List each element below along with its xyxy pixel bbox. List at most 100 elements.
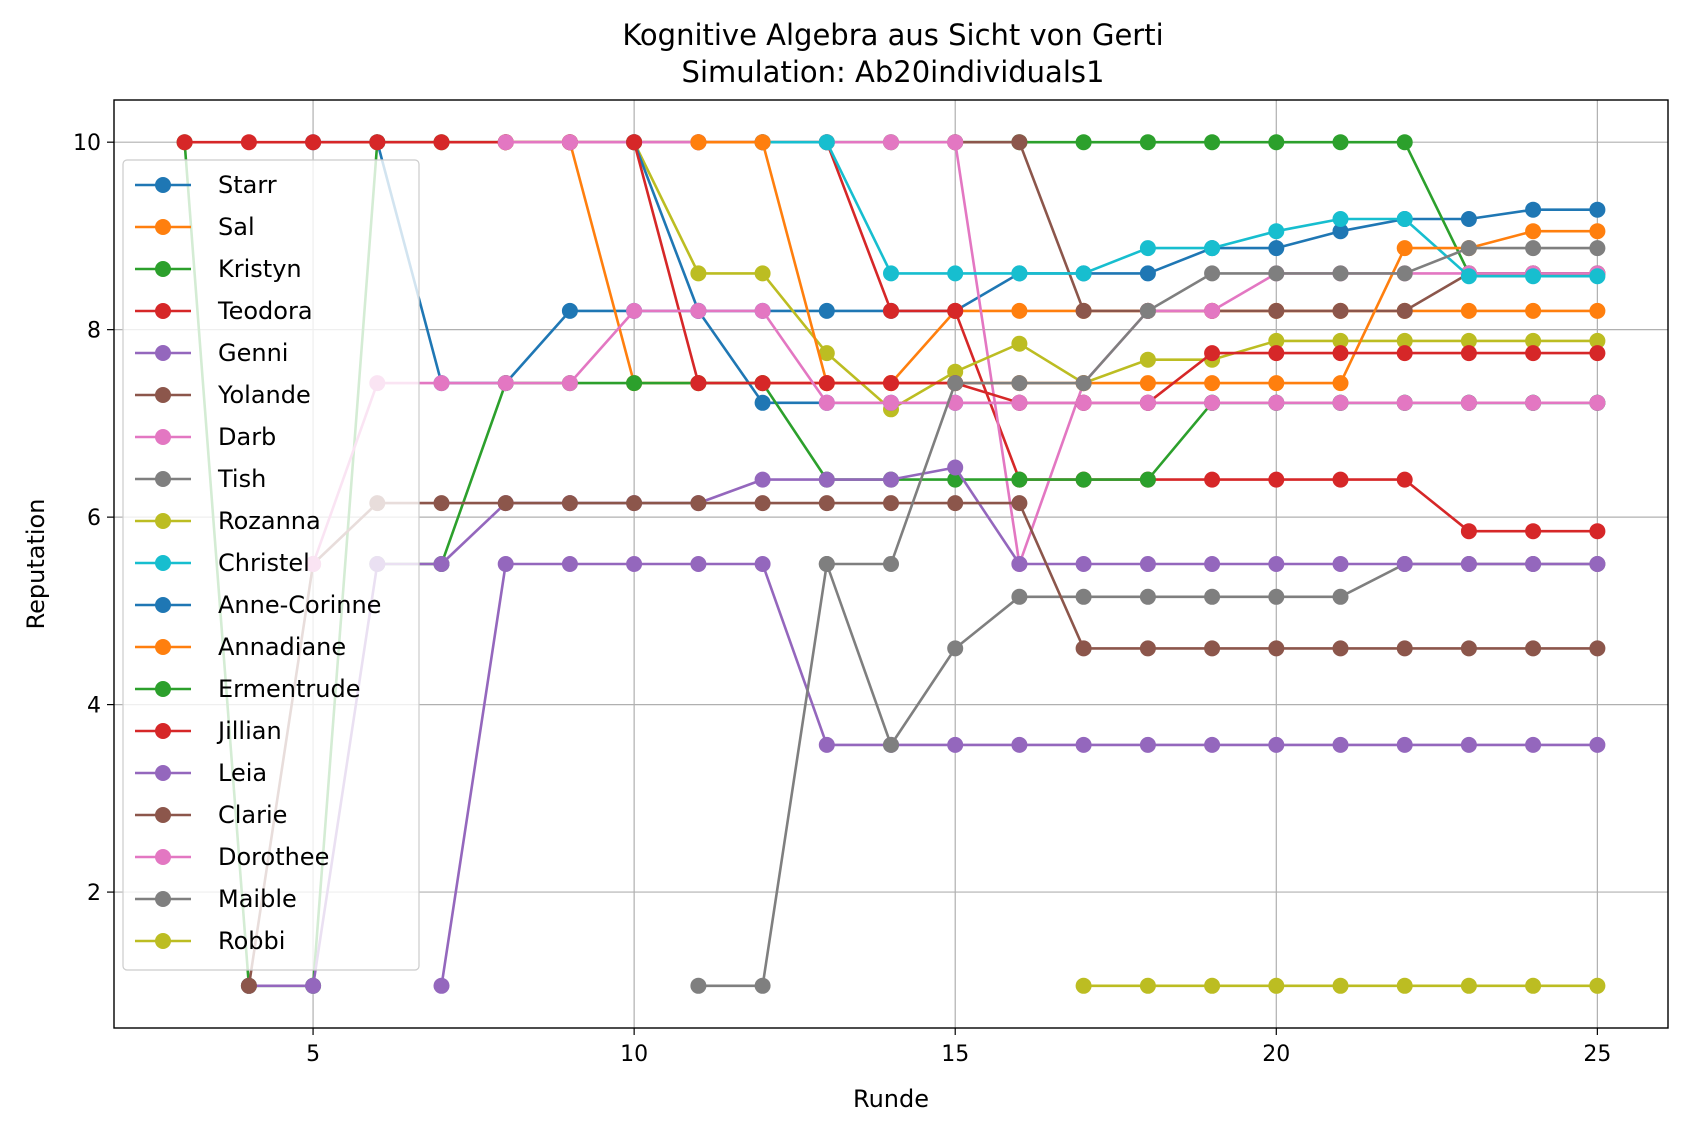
data-point-starr [1589,201,1606,218]
legend-label: Clarie [218,801,287,829]
data-point-starr [1139,265,1156,282]
data-point-maible [1075,375,1092,392]
data-point-jillian [818,375,835,392]
data-point-teodora [1460,523,1477,540]
data-point-annadiane [1332,375,1349,392]
data-point-jillian [1589,345,1606,362]
data-point-leia [1460,556,1477,572]
data-point-teodora [369,134,386,151]
data-point-teodora [240,134,257,151]
data-point-kristyn [1268,134,1285,151]
data-point-tish [883,736,899,753]
data-point-ermentrude [1011,471,1028,488]
axis-ticks: 5 10 15 20 25 2 4 6 8 10 [73,131,1611,1067]
legend-marker [155,555,171,571]
y-tick-label: 10 [73,131,101,156]
y-axis-label: Reputation [22,499,50,630]
data-point-teodora [947,302,964,319]
legend-marker [155,177,171,193]
legend-label: Rozanna [218,507,321,535]
data-point-christel [1011,265,1028,282]
data-point-dorothee [497,375,514,392]
data-point-maible [690,977,707,994]
data-point-genni [561,556,578,572]
data-point-maible [754,977,771,994]
series-maible [690,240,1606,994]
series-genni [433,556,1606,994]
chart-subtitle: Simulation: Ab20individuals1 [682,55,1105,89]
legend-entry-genni: Genni [135,339,288,367]
data-point-clarie [1204,640,1221,657]
data-point-genni [433,977,450,994]
legend-label: Genni [218,339,288,367]
data-point-tish [1332,588,1349,605]
data-point-teodora [176,134,193,151]
data-point-jillian [690,375,707,392]
data-point-annadiane [1204,375,1221,392]
data-point-maible [1589,240,1606,257]
data-point-dorothee [947,394,964,411]
data-point-maible [947,375,964,392]
data-point-dorothee [1460,394,1477,411]
data-point-genni [1332,736,1349,753]
data-point-christel [1332,211,1349,227]
data-point-jillian [626,134,643,151]
data-point-clarie [1075,640,1092,657]
data-point-teodora [1525,523,1542,540]
data-point-genni [1011,736,1028,753]
legend-entry-anne-corinne: Anne-Corinne [135,591,381,619]
data-point-tish [1268,588,1285,605]
data-point-jillian [1396,345,1413,362]
legend-label: Kristyn [218,255,302,283]
data-point-kristyn [1204,134,1221,151]
data-point-genni [1204,736,1221,753]
data-point-rozanna [1268,332,1285,349]
legend-marker [155,765,171,781]
data-point-tish [947,640,964,657]
data-point-rozanna [1332,332,1349,349]
data-point-yolande [1075,302,1092,319]
x-axis-label: Runde [853,1085,929,1113]
data-point-leia [1139,556,1156,572]
data-point-robbi [1396,977,1413,994]
data-point-genni [1139,736,1156,753]
data-point-christel [1396,211,1413,227]
data-point-clarie [818,495,835,512]
data-point-clarie [626,495,643,512]
data-point-robbi [1268,977,1285,994]
plot-frame [113,99,1669,1029]
legend-marker [155,471,171,487]
series-robbi [1075,977,1606,994]
legend-label: Ermentrude [218,675,360,703]
data-point-yolande [1396,302,1413,319]
data-point-teodora [1268,471,1285,488]
data-point-dorothee [754,302,771,319]
x-tick-label: 15 [941,1042,969,1067]
legend-entry-christel: Christel [135,549,310,577]
data-point-christel [1268,223,1285,240]
data-point-sal [1460,302,1477,319]
data-point-annadiane [1589,223,1606,240]
legend-entry-tish: Tish [135,465,266,493]
data-point-teodora [1204,471,1221,488]
data-point-genni [497,556,514,572]
data-point-rozanna [1011,335,1028,352]
data-point-darb [1204,302,1221,319]
data-point-genni [1460,736,1477,753]
series-line-clarie [247,501,1598,986]
data-point-starr [818,302,835,319]
legend-entry-starr: Starr [135,171,277,199]
data-point-sal [1589,302,1606,319]
data-point-jillian [1525,345,1542,362]
data-point-christel [1075,265,1092,282]
data-point-dorothee [883,394,899,411]
data-point-clarie [1139,640,1156,657]
data-point-teodora [1396,471,1413,488]
data-point-clarie [690,495,707,512]
x-tick-label: 20 [1262,1042,1290,1067]
legend-label: Sal [218,213,255,241]
legend-label: Christel [218,549,310,577]
data-point-leia [818,471,835,488]
data-point-robbi [1525,977,1542,994]
